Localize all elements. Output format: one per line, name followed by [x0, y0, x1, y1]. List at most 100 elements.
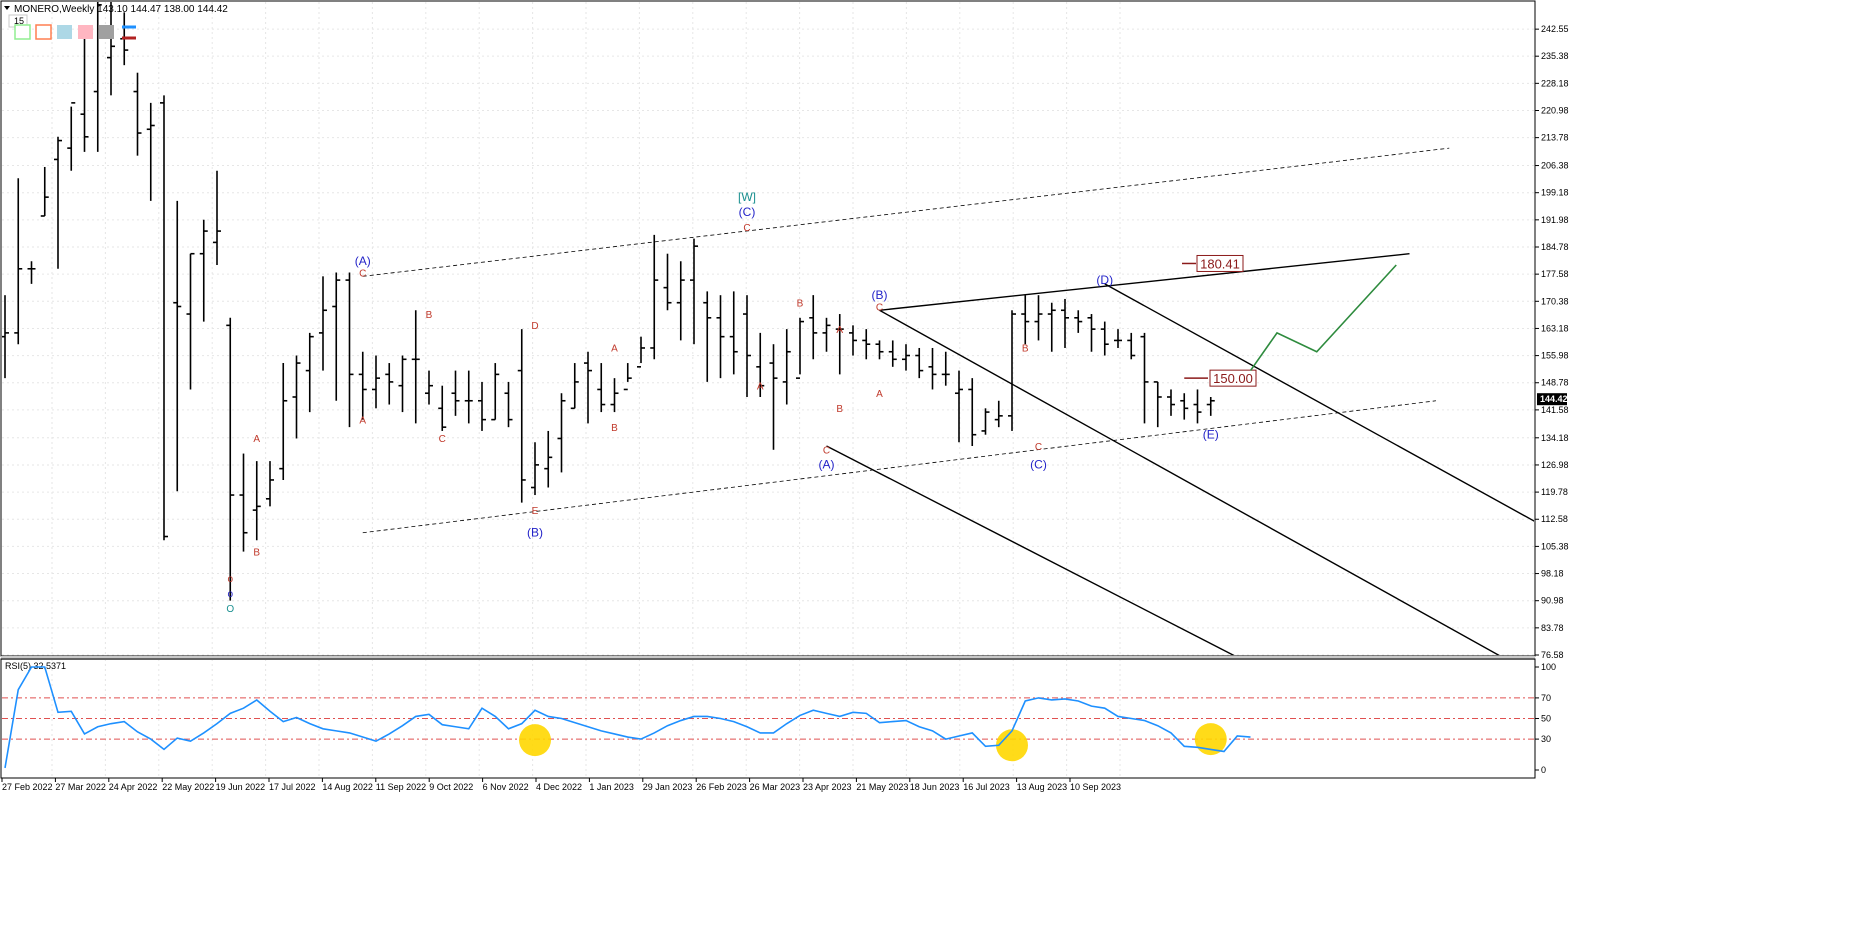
- ohlc-bar: [769, 344, 778, 450]
- ohlc-bar: [637, 336, 645, 368]
- ohlc-bar: [398, 355, 407, 413]
- wave-label: B: [253, 547, 260, 558]
- projection-polyline[interactable]: [1249, 264, 1397, 372]
- ohlc-bar: [1087, 314, 1096, 352]
- time-tick-label: 26 Feb 2023: [696, 782, 747, 792]
- level-lines[interactable]: 150.00 180.41: [1182, 254, 1257, 387]
- wave-label: D: [531, 321, 538, 332]
- ohlc-bar: [888, 340, 897, 367]
- ohlc-bar: [849, 325, 857, 356]
- wave-label: (D): [1096, 273, 1113, 287]
- ohlc-bar: [372, 355, 380, 409]
- dropdown-triangle-icon[interactable]: [4, 6, 10, 10]
- time-tick-label: 24 Apr 2022: [109, 782, 158, 792]
- ohlc-bar: [438, 385, 447, 431]
- price-tick-label: 177.58: [1541, 269, 1569, 279]
- ohlc-bar: [1127, 332, 1136, 360]
- time-tick-label: 4 Dec 2022: [536, 782, 582, 792]
- ohlc-bar: [2, 295, 9, 379]
- channel-solid-line[interactable]: [879, 309, 1503, 657]
- green-box-icon[interactable]: [14, 24, 31, 40]
- rsi-tick-label: 50: [1541, 714, 1551, 724]
- level-180-label: 180.41: [1200, 256, 1240, 271]
- time-tick-label: 13 Aug 2023: [1017, 782, 1068, 792]
- ohlc-bar: [584, 351, 592, 424]
- orange-box-icon[interactable]: [35, 24, 52, 40]
- wave-label: (B): [872, 288, 888, 302]
- channel-dashed-line[interactable]: [362, 400, 1437, 534]
- wave-label: o: [227, 574, 233, 585]
- wave-label: E: [532, 506, 539, 517]
- ohlc-bar: [782, 329, 791, 405]
- ohlc-bar: [756, 332, 765, 397]
- ohlc-bar: [716, 295, 725, 379]
- price-tick-label: 126.98: [1541, 460, 1569, 470]
- wave-label: A: [359, 415, 366, 426]
- pink-box-icon[interactable]: [78, 25, 93, 39]
- ohlc-bar: [517, 329, 526, 503]
- price-tick-label: 206.38: [1541, 161, 1569, 171]
- channel-dashed-line[interactable]: [362, 147, 1450, 277]
- price-tick-label: 112.58: [1541, 514, 1568, 524]
- price-tick-label: 199.18: [1541, 188, 1569, 198]
- projection-path[interactable]: [1249, 264, 1397, 372]
- channel-solid-line[interactable]: [879, 253, 1410, 311]
- lightblue-box-icon[interactable]: [57, 25, 72, 39]
- wave-label: [W]: [738, 190, 756, 204]
- rsi-highlight-circle: [996, 729, 1028, 762]
- price-tick-label: 105.38: [1541, 541, 1569, 551]
- ohlc-bar: [1034, 295, 1043, 341]
- channel-solid-line[interactable]: [1104, 283, 1781, 657]
- price-tick-label: 76.58: [1541, 650, 1564, 660]
- ohlc-bar: [968, 378, 977, 447]
- ohlc-bar: [902, 344, 910, 371]
- ohlc-bar: [835, 314, 844, 375]
- gray-box-icon[interactable]: [99, 25, 114, 39]
- symbol-info: MONERO,Weekly 143.10 144.47 138.00 144.4…: [14, 4, 228, 15]
- price-tick-label: 119.78: [1541, 487, 1568, 497]
- ohlc-bar: [80, 38, 89, 152]
- ohlc-bar: [54, 136, 62, 269]
- rsi-highlight-circle: [1194, 723, 1227, 756]
- wave-label: (A): [355, 254, 371, 268]
- panel-separator[interactable]: [1, 656, 1535, 660]
- wave-label: C: [439, 434, 446, 445]
- ohlc-bar: [1008, 310, 1016, 431]
- ohlc-bar: [491, 363, 500, 421]
- time-tick-label: 22 May 2022: [162, 782, 214, 792]
- time-tick-label: 19 Jun 2022: [216, 782, 266, 792]
- ohlc-bar: [531, 442, 539, 496]
- time-tick-label: 23 Apr 2023: [803, 782, 852, 792]
- level-180-box[interactable]: [1196, 254, 1244, 272]
- time-tick-label: 27 Mar 2022: [55, 782, 106, 792]
- current-price-box: [1537, 393, 1567, 406]
- time-tick-label: 29 Jan 2023: [643, 782, 693, 792]
- wave-label: O: [226, 604, 234, 615]
- wave-label: (C): [1030, 458, 1047, 472]
- current-price-label: 144.42: [1540, 394, 1568, 404]
- wave-labels: ooOAB(A)CABCDE(B)AB[W](C)CABABC(A)(B)CAB…: [226, 190, 1218, 615]
- ohlc-bar: [279, 363, 288, 480]
- ohlc-bar: [93, 2, 102, 152]
- channel-solid-line[interactable]: [826, 445, 1238, 657]
- rsi-highlight-circle: [519, 724, 551, 757]
- channel-lines[interactable]: [362, 147, 1781, 657]
- price-tick-label: 90.98: [1541, 596, 1564, 606]
- ohlc-bar: [451, 370, 460, 416]
- ohlc-bar: [358, 351, 367, 420]
- level-150-box[interactable]: [1209, 369, 1257, 387]
- time-tick-label: 16 Jul 2023: [963, 782, 1010, 792]
- ohlc-bar: [1180, 393, 1189, 420]
- ohlc-bar: [941, 351, 950, 386]
- tool-palette[interactable]: [14, 24, 136, 40]
- price-tick-label: 235.38: [1541, 51, 1569, 61]
- price-tick-label: 170.38: [1541, 296, 1569, 306]
- rsi-tick-label: 30: [1541, 734, 1551, 744]
- ohlc-bar: [252, 461, 261, 541]
- axes: 242.55 235.38 228.18 220.98 213.78 206.38 199.…: [1, 24, 1569, 792]
- ohlc-bar: [676, 261, 685, 341]
- wave-label: A: [836, 325, 843, 336]
- ohlc-bar: [690, 238, 698, 345]
- ohlc-bar: [1140, 332, 1149, 424]
